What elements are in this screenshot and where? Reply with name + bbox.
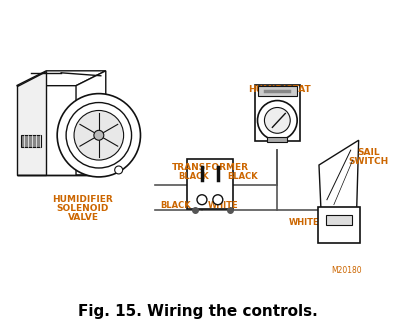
FancyBboxPatch shape — [326, 215, 352, 224]
Polygon shape — [17, 71, 46, 175]
Circle shape — [74, 111, 124, 160]
Text: SAIL: SAIL — [357, 148, 380, 157]
Circle shape — [257, 101, 297, 140]
FancyBboxPatch shape — [318, 207, 360, 243]
FancyBboxPatch shape — [257, 86, 297, 96]
Text: BLACK: BLACK — [178, 172, 209, 181]
Circle shape — [66, 103, 131, 168]
FancyBboxPatch shape — [255, 85, 300, 141]
Text: M20180: M20180 — [331, 266, 362, 275]
Text: BLACK: BLACK — [160, 201, 191, 210]
FancyBboxPatch shape — [187, 159, 233, 209]
Text: SOLENOID: SOLENOID — [57, 204, 109, 213]
Circle shape — [94, 130, 104, 140]
Circle shape — [213, 195, 223, 205]
Circle shape — [197, 195, 207, 205]
FancyBboxPatch shape — [21, 135, 41, 147]
Text: Fig. 15. Wiring the controls.: Fig. 15. Wiring the controls. — [78, 304, 318, 319]
Circle shape — [265, 108, 290, 133]
Text: TRANSFORMER: TRANSFORMER — [171, 163, 248, 172]
Circle shape — [57, 94, 141, 177]
Polygon shape — [76, 71, 106, 175]
Polygon shape — [319, 140, 359, 210]
Circle shape — [115, 166, 123, 174]
Text: VALVE: VALVE — [67, 213, 99, 222]
Text: HUMIDIFIER: HUMIDIFIER — [53, 195, 113, 204]
Polygon shape — [17, 71, 106, 86]
Text: HUMIDISTAT: HUMIDISTAT — [248, 85, 311, 94]
FancyBboxPatch shape — [267, 137, 287, 142]
Text: WHITE: WHITE — [208, 201, 238, 210]
Text: SWITCH: SWITCH — [348, 157, 389, 166]
Text: BLACK: BLACK — [227, 172, 257, 181]
Text: WHITE: WHITE — [289, 218, 320, 227]
